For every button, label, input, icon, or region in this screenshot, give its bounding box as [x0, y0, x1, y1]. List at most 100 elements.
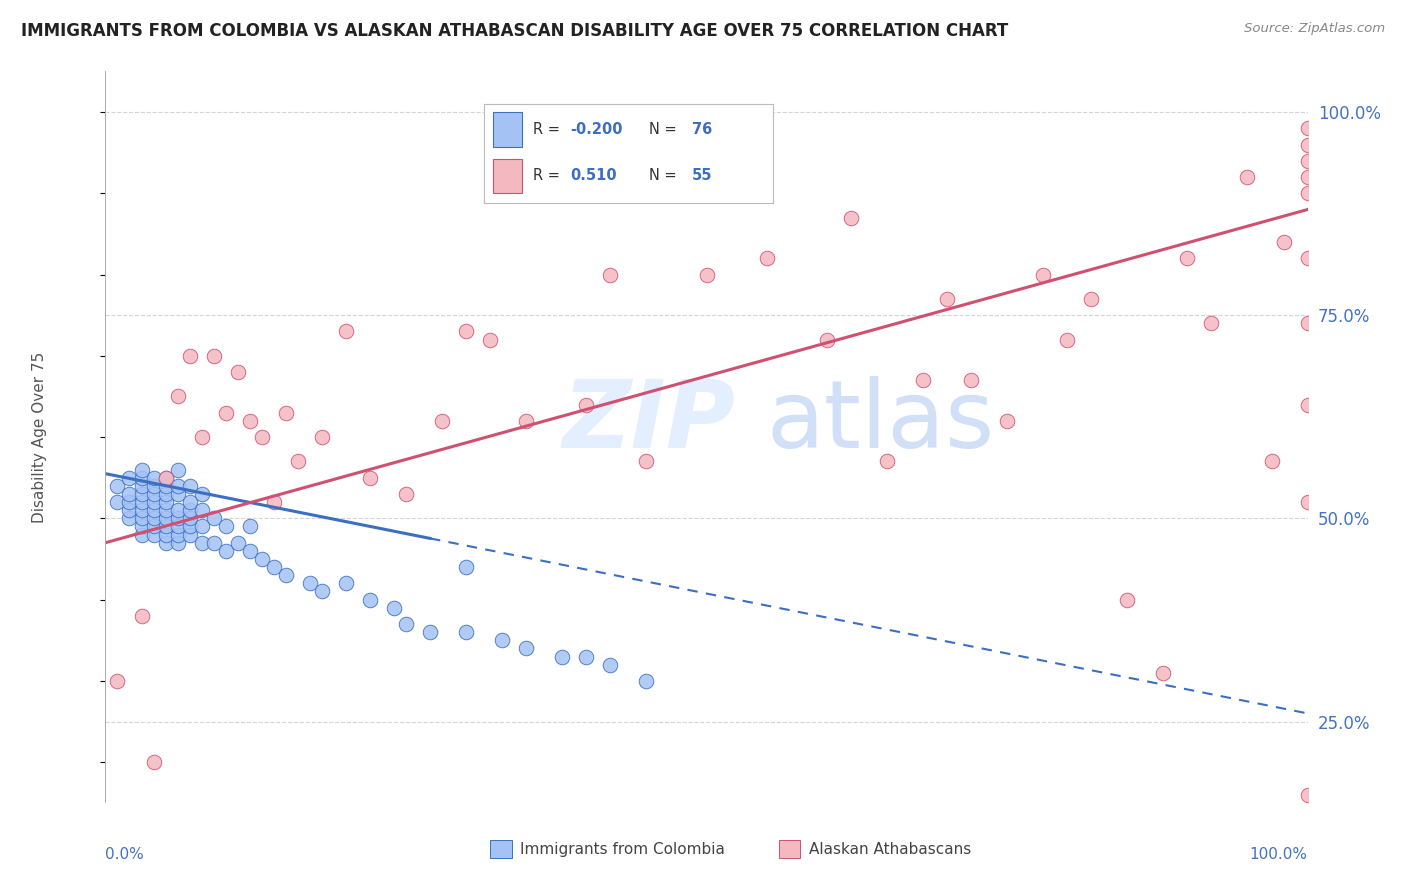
Point [274, 406, 297, 420]
Text: 0.0%: 0.0% [105, 847, 145, 862]
Point [142, 755, 165, 769]
Point [263, 560, 285, 574]
Point [839, 211, 862, 225]
Point [1152, 665, 1174, 680]
Point [1296, 788, 1319, 802]
Point [575, 398, 598, 412]
Point [239, 544, 262, 558]
Point [118, 495, 141, 509]
Text: atlas: atlas [766, 376, 995, 468]
Point [142, 527, 165, 541]
Point [1296, 398, 1319, 412]
Point [1236, 169, 1258, 184]
Point [131, 462, 153, 476]
Point [226, 365, 249, 379]
Point [815, 333, 838, 347]
Point [202, 535, 225, 549]
Point [155, 527, 177, 541]
Point [166, 511, 188, 525]
Point [1296, 153, 1319, 168]
Point [190, 535, 212, 549]
Point [155, 535, 177, 549]
Point [155, 511, 177, 525]
Point [142, 519, 165, 533]
Point [118, 487, 141, 501]
Point [551, 649, 574, 664]
Point [359, 471, 381, 485]
Point [179, 349, 201, 363]
Text: Source: ZipAtlas.com: Source: ZipAtlas.com [1244, 22, 1385, 36]
Point [1296, 186, 1319, 201]
Point [1177, 252, 1199, 266]
Point [131, 471, 153, 485]
Text: 100.0%: 100.0% [1250, 847, 1308, 862]
Point [1080, 292, 1102, 306]
Point [1260, 454, 1282, 468]
Point [166, 487, 188, 501]
Point [995, 414, 1018, 428]
Point [166, 462, 188, 476]
Text: IMMIGRANTS FROM COLOMBIA VS ALASKAN ATHABASCAN DISABILITY AGE OVER 75 CORRELATIO: IMMIGRANTS FROM COLOMBIA VS ALASKAN ATHA… [21, 22, 1008, 40]
Point [755, 252, 778, 266]
Point [1296, 169, 1319, 184]
Point [202, 349, 225, 363]
Point [118, 471, 141, 485]
Point [456, 560, 478, 574]
Point [1032, 268, 1054, 282]
Point [179, 503, 201, 517]
Point [479, 333, 502, 347]
Point [287, 454, 309, 468]
Point [515, 414, 537, 428]
Point [515, 641, 537, 656]
Text: Immigrants from Colombia: Immigrants from Colombia [520, 842, 725, 857]
Point [155, 471, 177, 485]
Point [239, 414, 262, 428]
Point [298, 576, 321, 591]
Point [226, 535, 249, 549]
Point [936, 292, 959, 306]
Point [214, 519, 236, 533]
Point [190, 487, 212, 501]
Point [131, 511, 153, 525]
Point [179, 495, 201, 509]
Point [118, 503, 141, 517]
Point [155, 503, 177, 517]
FancyBboxPatch shape [491, 840, 512, 858]
Point [142, 495, 165, 509]
Point [456, 625, 478, 640]
Point [131, 503, 153, 517]
Point [335, 325, 357, 339]
Point [179, 479, 201, 493]
Point [311, 584, 333, 599]
Point [911, 373, 934, 387]
Point [395, 617, 418, 632]
Point [166, 535, 188, 549]
Point [155, 519, 177, 533]
Point [239, 519, 262, 533]
Point [1116, 592, 1139, 607]
Point [1296, 121, 1319, 136]
Point [599, 657, 621, 672]
Point [1201, 316, 1223, 330]
Point [876, 454, 898, 468]
Point [202, 511, 225, 525]
Point [599, 268, 621, 282]
Point [142, 479, 165, 493]
Point [575, 649, 598, 664]
Point [430, 414, 453, 428]
Point [142, 471, 165, 485]
Point [214, 406, 236, 420]
Point [166, 479, 188, 493]
Point [190, 503, 212, 517]
Point [395, 487, 418, 501]
Point [107, 495, 129, 509]
Point [456, 325, 478, 339]
Point [155, 495, 177, 509]
Point [131, 479, 153, 493]
Point [1296, 252, 1319, 266]
Point [179, 511, 201, 525]
Point [214, 544, 236, 558]
Point [1056, 333, 1078, 347]
Point [142, 511, 165, 525]
Point [311, 430, 333, 444]
